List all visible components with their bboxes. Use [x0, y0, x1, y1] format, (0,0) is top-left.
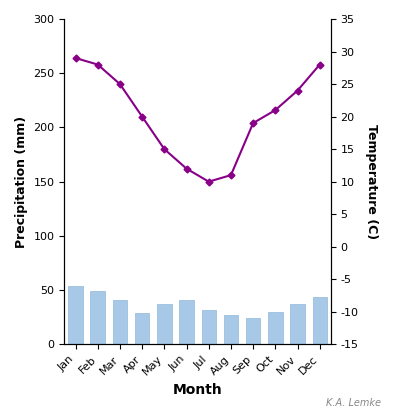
Bar — [135, 313, 149, 344]
Y-axis label: Temperature (C): Temperature (C) — [365, 124, 378, 239]
Bar — [202, 309, 216, 344]
Bar — [113, 300, 127, 344]
Bar — [290, 304, 305, 344]
X-axis label: Month: Month — [173, 383, 222, 397]
Bar — [268, 312, 283, 344]
Bar — [68, 286, 83, 344]
Text: K.A. Lemke: K.A. Lemke — [326, 398, 381, 408]
Bar — [90, 291, 105, 344]
Bar — [179, 300, 194, 344]
Bar — [224, 315, 238, 344]
Bar — [157, 304, 171, 344]
Bar — [312, 297, 327, 344]
Bar — [246, 318, 260, 344]
Y-axis label: Precipitation (mm): Precipitation (mm) — [15, 116, 28, 248]
